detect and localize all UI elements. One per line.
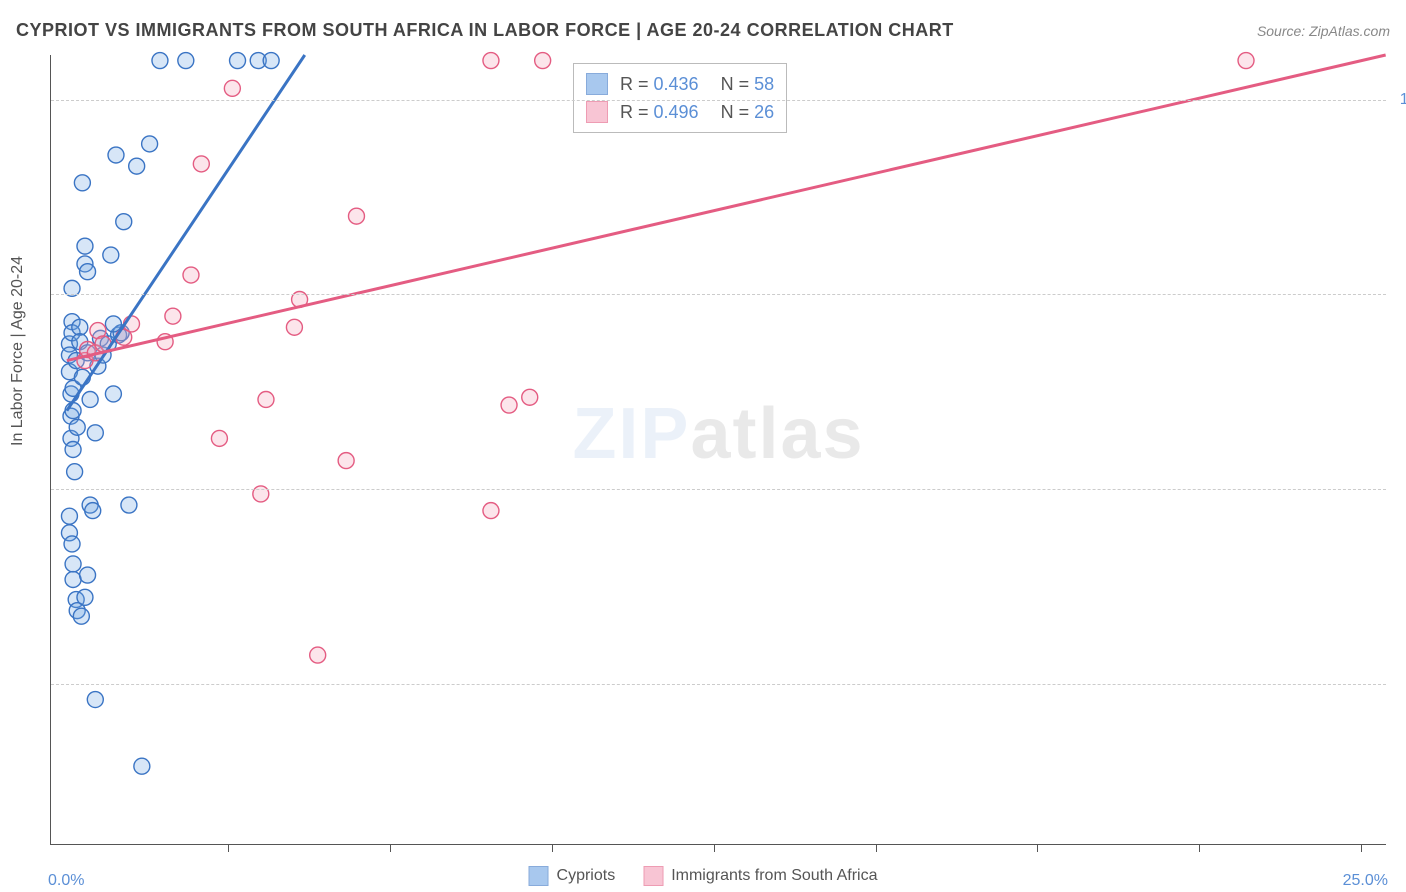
data-point-cypriots xyxy=(77,238,93,254)
data-point-south_africa xyxy=(310,647,326,663)
gridline-h xyxy=(51,489,1386,490)
legend-n-label: N = 58 xyxy=(711,70,775,98)
chart-title: CYPRIOT VS IMMIGRANTS FROM SOUTH AFRICA … xyxy=(16,20,954,41)
legend-swatch-cypriots xyxy=(586,73,608,95)
data-point-cypriots xyxy=(103,247,119,263)
y-axis-title: In Labor Force | Age 20-24 xyxy=(9,256,27,446)
data-point-south_africa xyxy=(193,156,209,172)
legend-swatch-south_africa xyxy=(586,101,608,123)
data-point-south_africa xyxy=(483,53,499,69)
x-tick xyxy=(1037,844,1038,852)
data-point-south_africa xyxy=(258,392,274,408)
data-point-south_africa xyxy=(224,80,240,96)
data-point-cypriots xyxy=(72,319,88,335)
legend-swatch-cypriots xyxy=(529,866,549,886)
data-point-cypriots xyxy=(105,316,121,332)
data-point-cypriots xyxy=(64,536,80,552)
data-point-cypriots xyxy=(80,264,96,280)
data-point-cypriots xyxy=(69,419,85,435)
x-tick xyxy=(1361,844,1362,852)
x-tick xyxy=(1199,844,1200,852)
series-legend: Cypriots Immigrants from South Africa xyxy=(529,866,878,886)
legend-item-south_africa: Immigrants from South Africa xyxy=(643,866,877,886)
data-point-south_africa xyxy=(286,319,302,335)
data-point-cypriots xyxy=(82,392,98,408)
data-point-cypriots xyxy=(65,442,81,458)
data-point-cypriots xyxy=(121,497,137,513)
x-tick xyxy=(390,844,391,852)
legend-r-label: R = 0.436 xyxy=(620,70,699,98)
data-point-cypriots xyxy=(61,508,77,524)
y-tick-label: 100.0% xyxy=(1400,91,1406,109)
legend-swatch-south_africa xyxy=(643,866,663,886)
data-point-south_africa xyxy=(348,208,364,224)
data-point-south_africa xyxy=(522,389,538,405)
data-point-cypriots xyxy=(230,53,246,69)
data-point-cypriots xyxy=(152,53,168,69)
source-attribution: Source: ZipAtlas.com xyxy=(1257,23,1390,39)
data-point-south_africa xyxy=(501,397,517,413)
data-point-cypriots xyxy=(73,608,89,624)
gridline-h xyxy=(51,684,1386,685)
data-point-cypriots xyxy=(134,758,150,774)
legend-r-value: 0.436 xyxy=(654,74,699,94)
x-axis-origin-label: 0.0% xyxy=(48,872,84,890)
data-point-cypriots xyxy=(178,53,194,69)
legend-n-value: 26 xyxy=(754,102,774,122)
data-point-south_africa xyxy=(1238,53,1254,69)
data-point-cypriots xyxy=(105,386,121,402)
chart-svg-overlay xyxy=(51,55,1386,844)
data-point-cypriots xyxy=(74,175,90,191)
data-point-cypriots xyxy=(142,136,158,152)
data-point-cypriots xyxy=(87,692,103,708)
data-point-south_africa xyxy=(211,430,227,446)
correlation-legend-box: R = 0.436 N = 58R = 0.496 N = 26 xyxy=(573,63,787,133)
data-point-cypriots xyxy=(116,214,132,230)
x-tick xyxy=(552,844,553,852)
gridline-h xyxy=(51,100,1386,101)
legend-n-value: 58 xyxy=(754,74,774,94)
data-point-south_africa xyxy=(183,267,199,283)
legend-r-value: 0.496 xyxy=(654,102,699,122)
data-point-cypriots xyxy=(67,464,83,480)
scatter-plot-area: ZIPatlas R = 0.436 N = 58R = 0.496 N = 2… xyxy=(50,55,1386,845)
data-point-cypriots xyxy=(65,572,81,588)
data-point-cypriots xyxy=(80,567,96,583)
data-point-cypriots xyxy=(129,158,145,174)
legend-n-label: N = 26 xyxy=(711,98,775,126)
data-point-cypriots xyxy=(108,147,124,163)
data-point-cypriots xyxy=(85,503,101,519)
data-point-cypriots xyxy=(77,589,93,605)
legend-stat-row-cypriots: R = 0.436 N = 58 xyxy=(586,70,774,98)
trend-line-cypriots xyxy=(67,55,305,411)
data-point-cypriots xyxy=(263,53,279,69)
x-tick xyxy=(228,844,229,852)
legend-item-cypriots: Cypriots xyxy=(529,866,616,886)
legend-stat-row-south_africa: R = 0.496 N = 26 xyxy=(586,98,774,126)
data-point-south_africa xyxy=(338,453,354,469)
legend-label: Immigrants from South Africa xyxy=(671,867,877,884)
data-point-south_africa xyxy=(483,503,499,519)
gridline-h xyxy=(51,294,1386,295)
x-tick xyxy=(876,844,877,852)
x-axis-max-label: 25.0% xyxy=(1343,872,1388,890)
data-point-south_africa xyxy=(165,308,181,324)
legend-label: Cypriots xyxy=(557,867,616,884)
x-tick xyxy=(714,844,715,852)
legend-r-label: R = 0.496 xyxy=(620,98,699,126)
title-bar: CYPRIOT VS IMMIGRANTS FROM SOUTH AFRICA … xyxy=(16,20,1390,41)
data-point-south_africa xyxy=(535,53,551,69)
data-point-cypriots xyxy=(87,425,103,441)
data-point-cypriots xyxy=(65,556,81,572)
